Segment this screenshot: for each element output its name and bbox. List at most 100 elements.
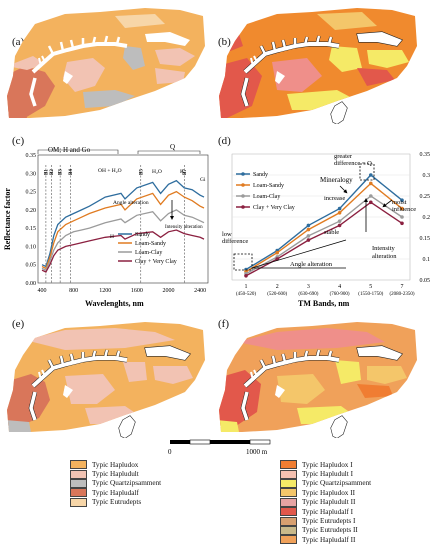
chart-d-point bbox=[369, 181, 373, 186]
chart-d-point bbox=[306, 223, 311, 228]
chart-d-xlabel: TM Bands, nm bbox=[298, 299, 350, 308]
legend-right-label: Typic Hapludox II bbox=[302, 488, 355, 497]
legend-right-label: Typic Hapludult I bbox=[302, 470, 353, 479]
chart-d-high-box bbox=[359, 163, 375, 181]
legend-left-item: Typic Hapludalf bbox=[70, 488, 161, 498]
svg-text:Intensity: Intensity bbox=[372, 245, 395, 252]
chart-d-ytick: 0.2 bbox=[423, 215, 431, 221]
chart-d-xtick: 4 bbox=[338, 284, 341, 290]
chart-c-legend-label: Clay + Very Clay bbox=[135, 259, 177, 265]
chart-d-point bbox=[400, 215, 404, 219]
chart-d-series-line bbox=[245, 174, 403, 271]
chart-d-ytick: 0.35 bbox=[420, 152, 431, 158]
chart-d-point bbox=[369, 200, 373, 205]
chart-c-xtick: 400 bbox=[37, 288, 46, 294]
chart-d-point bbox=[244, 274, 248, 278]
chart-c-band-label: B2 bbox=[50, 169, 55, 175]
legend-right-swatch bbox=[280, 488, 297, 498]
chart-c-legend-label: Loam-Clay bbox=[135, 250, 162, 256]
chart-d-point bbox=[337, 211, 342, 215]
chart-c-band-label: B4 bbox=[69, 169, 74, 175]
legend-left-swatch bbox=[70, 488, 87, 498]
legend-left-swatch bbox=[70, 460, 87, 470]
chart-c-ytick: 0.35 bbox=[26, 153, 37, 159]
legend-right-swatch bbox=[280, 507, 297, 517]
legend-right-label: Typic Hapludalf II bbox=[302, 535, 356, 544]
chart-c-ytick: 0.00 bbox=[26, 281, 37, 287]
legend-right-item: Typic Eutrudepts I bbox=[280, 516, 371, 526]
legend-right-swatch bbox=[280, 497, 297, 507]
chart-c-ann-gi: Gi bbox=[200, 177, 206, 183]
chart-d-ann-low: low difference bbox=[222, 231, 248, 245]
legend-left-swatch bbox=[70, 497, 87, 507]
chart-c-band-label: B1 bbox=[44, 169, 49, 175]
chart-c-ann-intensity: Intensity alteration bbox=[165, 225, 203, 230]
chart-d-legend-label: Clay + Very Clay bbox=[253, 205, 295, 211]
chart-c: Reflectance factor Wavelenghts, nm 0.00 0… bbox=[3, 143, 209, 308]
legend-left-swatch bbox=[70, 478, 87, 488]
panel-label-d: (d) bbox=[218, 135, 231, 147]
chart-d-xtick: 2 bbox=[276, 284, 279, 290]
legend-left: Typic Hapludox Typic Hapludult Typic Quart… bbox=[70, 460, 161, 507]
chart-d-ann-stable: stable bbox=[324, 229, 339, 236]
legend-left-label: Typic Eutrudepts bbox=[92, 498, 142, 507]
chart-c-ytick: 0.10 bbox=[26, 244, 37, 250]
panel-label-c: (c) bbox=[12, 135, 25, 147]
chart-d-ann-moist: moist influence bbox=[392, 199, 416, 213]
panel-label-b: (b) bbox=[218, 36, 231, 48]
chart-d-point bbox=[369, 194, 373, 198]
legend-right-item: Typic Hapludalf I bbox=[280, 507, 371, 517]
legend-right-item: Typic Hapludult II bbox=[280, 497, 371, 507]
chart-d-xtick-sub: (1550-1750) bbox=[358, 292, 383, 297]
svg-text:moist: moist bbox=[392, 199, 407, 206]
legend-left-label: Typic Quartzipsamment bbox=[92, 479, 162, 488]
legend-right-swatch bbox=[280, 478, 297, 488]
chart-d-ytick: 0.05 bbox=[420, 278, 431, 284]
chart-d-ann-angle: Angle alteration bbox=[290, 261, 333, 268]
legend-right-label: Typic Hapludox I bbox=[302, 460, 353, 469]
chart-d-point bbox=[337, 223, 342, 228]
chart-d-xtick: 1 bbox=[245, 284, 248, 290]
svg-text:greater: greater bbox=[334, 153, 353, 160]
chart-d-legend-label: Loam-Sandy bbox=[253, 183, 284, 189]
legend-left-item: Typic Hapludox bbox=[70, 460, 161, 470]
chart-c-ann-q: Q bbox=[170, 143, 175, 151]
chart-d-ytick: 0.1 bbox=[423, 257, 431, 263]
chart-d-series-line bbox=[245, 195, 403, 275]
chart-d-legend-label: Loam-Clay bbox=[253, 194, 280, 200]
chart-d-point bbox=[369, 173, 373, 177]
chart-c-ytick: 0.15 bbox=[26, 226, 37, 232]
chart-c-xlabel: Wavelenghts, nm bbox=[85, 299, 144, 308]
chart-d-ann-increase: increase bbox=[324, 195, 345, 202]
svg-text:difference: difference bbox=[222, 238, 248, 245]
legend-right-swatch bbox=[280, 516, 297, 526]
chart-c-band-label: B5 bbox=[139, 169, 144, 175]
chart-c-series-line bbox=[41, 229, 205, 273]
chart-d-point bbox=[337, 219, 342, 223]
chart-d-xtick-sub: (760-900) bbox=[330, 292, 350, 297]
chart-d-angle-line bbox=[251, 239, 347, 269]
chart-d-point bbox=[275, 250, 279, 255]
chart-c-series-line bbox=[41, 209, 205, 272]
legend-right-item: Typic Hapludult I bbox=[280, 469, 371, 479]
chart-d-ytick: 0.3 bbox=[423, 173, 431, 179]
chart-d-xtick-sub: (450-520) bbox=[236, 292, 256, 297]
chart-d-point bbox=[400, 198, 404, 202]
chart-d-point bbox=[306, 234, 311, 238]
legend-right-item: Typic Hapludalf II bbox=[280, 535, 371, 545]
legend-right-item: Typic Quartzipsamment bbox=[280, 478, 371, 488]
legend-left-label: Typic Hapludalf bbox=[92, 488, 139, 497]
scale-bar: 0 1000 m bbox=[168, 439, 271, 456]
chart-d-xtick: 7 bbox=[401, 284, 404, 290]
chart-d-xtick-sub: (520-600) bbox=[267, 292, 287, 297]
legend-right-label: Typic Eutrudepts II bbox=[302, 526, 358, 535]
chart-c-band-label: B7 bbox=[183, 169, 188, 175]
chart-c-xtick: 800 bbox=[69, 288, 78, 294]
chart-c-ann-h2o: H₂O bbox=[152, 169, 162, 175]
panel-label-e: (e) bbox=[12, 318, 25, 330]
legend-right-item: Typic Eutrudepts II bbox=[280, 525, 371, 535]
chart-c-series-line bbox=[41, 179, 205, 268]
chart-d-ytick: 0.15 bbox=[420, 236, 431, 242]
chart-d: 0.05 0.1 0.15 0.2 0.25 0.3 0.35 1 (450-520) 2 (52… bbox=[222, 152, 431, 308]
legend-right: Typic Hapludox I Typic Hapludult I Typic Q… bbox=[280, 460, 371, 545]
